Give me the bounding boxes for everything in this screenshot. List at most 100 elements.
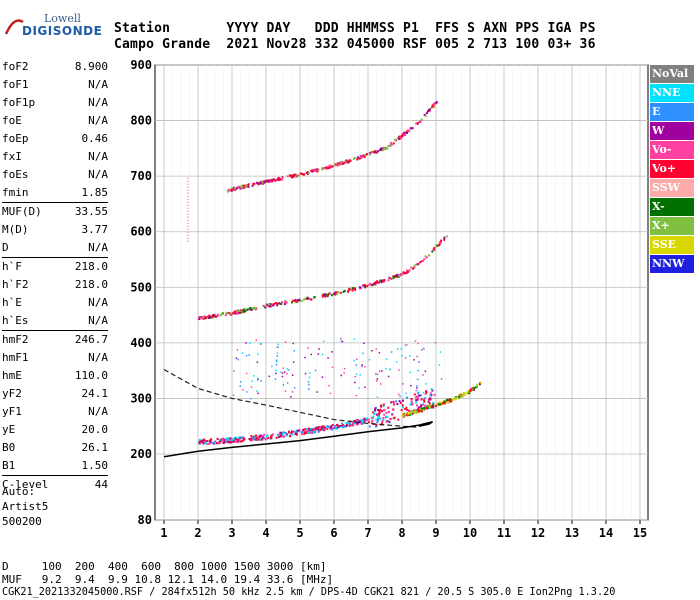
echo-point	[328, 166, 331, 169]
echo-point	[237, 309, 240, 312]
noise-echo	[276, 352, 279, 354]
echo-point	[269, 303, 272, 306]
echo-point	[210, 441, 213, 444]
echo-point	[371, 417, 374, 420]
noise-echo	[404, 344, 406, 346]
echo-point	[446, 235, 449, 238]
echo-point	[328, 292, 331, 295]
param-name: foF1p	[2, 96, 36, 109]
noise-echo	[396, 348, 399, 350]
noise-echo	[233, 370, 235, 372]
noise-echo	[232, 394, 235, 396]
echo-point	[394, 139, 397, 142]
echo-point	[389, 417, 392, 420]
echo-point	[446, 401, 449, 404]
y-tick-label: 800	[130, 114, 152, 128]
echo-point	[408, 269, 411, 272]
echo-point	[420, 410, 423, 413]
echo-point	[255, 437, 258, 440]
echo-point	[381, 419, 384, 422]
noise-echo	[310, 353, 312, 356]
echo-point	[323, 166, 326, 169]
echo-point	[248, 437, 251, 440]
echo-point	[323, 294, 326, 297]
x-tick-label: 6	[330, 526, 337, 540]
echo-point	[376, 421, 379, 424]
echo-point	[374, 410, 377, 413]
echo-point	[392, 142, 395, 145]
noise-echo	[253, 375, 255, 377]
echo-point	[342, 423, 345, 426]
echo-point	[280, 435, 283, 438]
echo-point	[340, 161, 343, 164]
noise-echo	[256, 390, 258, 392]
echo-point	[308, 429, 311, 432]
x-tick-label: 3	[228, 526, 235, 540]
echo-point	[229, 437, 232, 440]
echo-point	[422, 259, 425, 262]
param-row: foE N/A	[2, 112, 108, 130]
echo-point	[322, 428, 325, 431]
echo-point	[329, 427, 332, 430]
noise-echo	[415, 395, 418, 398]
echo-point	[267, 180, 270, 183]
echo-point	[439, 403, 442, 406]
echo-point	[434, 245, 437, 248]
echo-point	[257, 438, 260, 441]
echo-point	[353, 287, 356, 290]
echo-point	[311, 431, 314, 434]
echo-point	[282, 435, 285, 438]
echo-point	[317, 430, 320, 433]
legend-item: X-	[650, 198, 694, 216]
param-row: foEp 0.46	[2, 130, 108, 148]
echo-point	[403, 133, 406, 136]
param-row: h`Es N/A	[2, 312, 108, 330]
noise-echo	[368, 359, 371, 361]
noise-echo	[375, 348, 377, 350]
echo-point	[372, 411, 375, 414]
param-name: hmE	[2, 369, 22, 382]
echo-point	[402, 406, 405, 409]
echo-point	[366, 285, 369, 288]
echo-point	[429, 397, 432, 400]
echo-point	[431, 406, 434, 409]
noise-echo	[257, 377, 259, 379]
echo-point	[210, 438, 213, 441]
echo-point	[390, 277, 393, 280]
y-tick-label: 900	[130, 58, 152, 72]
noise-echo	[340, 337, 342, 340]
echo-point	[320, 427, 323, 430]
param-value: 24.1	[81, 387, 109, 400]
echo-point	[292, 175, 295, 178]
y-tick-label: 700	[130, 169, 152, 183]
echo-point	[326, 167, 329, 170]
echo-point	[406, 396, 409, 399]
echo-point	[242, 311, 245, 314]
echo-point	[400, 134, 403, 137]
param-value: N/A	[88, 150, 108, 163]
echo-point	[423, 399, 426, 402]
echo-point	[462, 394, 465, 397]
noise-echo	[307, 347, 309, 349]
echo-point	[361, 422, 364, 425]
artist-version: Artist5	[2, 500, 49, 513]
echo-point	[241, 440, 244, 443]
echo-point	[353, 156, 356, 159]
x-tick-label: 12	[531, 526, 545, 540]
x-tick-label: 10	[463, 526, 477, 540]
param-row: D N/A	[2, 239, 108, 257]
noise-echo	[292, 361, 295, 363]
echo-point	[292, 174, 295, 177]
param-name: B1	[2, 459, 16, 472]
echo-point	[371, 150, 374, 153]
param-value: N/A	[88, 168, 108, 181]
echo-point	[339, 291, 342, 294]
echo-point	[410, 127, 413, 130]
param-row: hmF1 N/A	[2, 349, 108, 367]
echo-point	[431, 106, 434, 109]
echo-point	[458, 394, 461, 397]
echo-point	[450, 399, 453, 402]
echo-point	[368, 282, 371, 285]
echo-point	[406, 131, 409, 134]
echo-point	[253, 182, 256, 185]
